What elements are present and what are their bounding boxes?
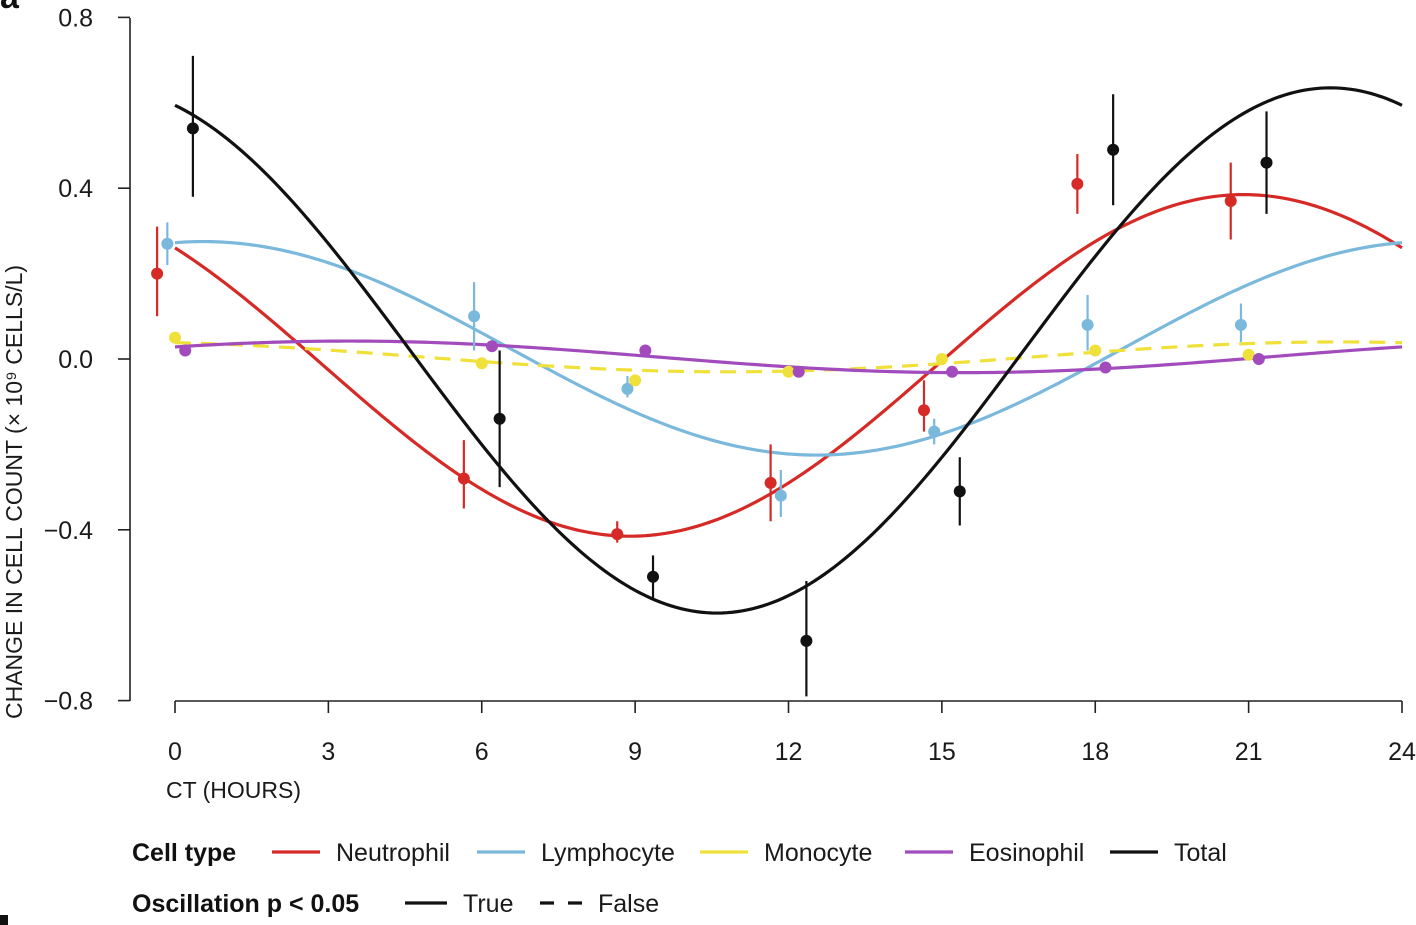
data-point-neutrophil: [151, 267, 164, 280]
data-point-lymphocyte: [928, 425, 941, 438]
data-point-lymphocyte: [1081, 318, 1094, 331]
data-point-total: [186, 122, 199, 135]
data-point-total: [953, 485, 966, 498]
data-point-monocyte: [1242, 348, 1255, 361]
fit-curve-monocyte: [174, 340, 1403, 374]
data-point-eosinophil: [639, 344, 652, 357]
x-tick-label: 24: [1388, 738, 1416, 766]
y-tick-label: 0.0: [58, 346, 93, 374]
data-point-total: [493, 412, 506, 425]
fit-curves: [174, 86, 1403, 615]
data-point-total: [647, 570, 660, 583]
data-point-neutrophil: [611, 528, 624, 541]
x-tick-label: 18: [1081, 738, 1109, 766]
legend-label-true: True: [463, 890, 513, 918]
data-point-total: [1107, 143, 1120, 156]
data-point-lymphocyte: [1234, 318, 1247, 331]
x-tick-label: 15: [928, 738, 956, 766]
y-tick-label: −0.4: [44, 517, 93, 545]
data-point-lymphocyte: [621, 382, 634, 395]
data-point-neutrophil: [1224, 195, 1237, 208]
legend-oscillation: True False: [405, 890, 659, 918]
data-point-total: [1260, 156, 1273, 169]
data-point-eosinophil: [946, 365, 959, 378]
data-point-neutrophil: [917, 404, 930, 417]
x-tick-label: 6: [475, 738, 489, 766]
legend-label-neutrophil: Neutrophil: [336, 839, 450, 867]
panel-b-marker: [0, 915, 8, 925]
legend-label-total: Total: [1174, 839, 1227, 867]
x-axis: 0 3 6 9 12 15 18 21 24 CT (HOURS): [166, 700, 1416, 803]
legend-label-monocyte: Monocyte: [764, 839, 872, 867]
x-tick-label: 12: [775, 738, 803, 766]
legend-title-oscillation: Oscillation p < 0.05: [132, 890, 359, 918]
fit-curve-lymphocyte: [174, 239, 1403, 457]
y-axis-title: CHANGE IN CELL COUNT (× 10⁹ CELLS/L): [1, 265, 27, 719]
legend-cell-types: Neutrophil Lymphocyte Monocyte Eosinophil To…: [272, 839, 1227, 867]
fit-curve-neutrophil: [174, 192, 1403, 538]
x-tick-label: 9: [628, 738, 642, 766]
data-point-eosinophil: [1099, 361, 1112, 374]
data-point-eosinophil: [1252, 353, 1265, 365]
data-point-neutrophil: [457, 472, 470, 485]
x-tick-label: 3: [321, 738, 335, 766]
data-point-lymphocyte: [161, 237, 174, 250]
data-point-monocyte: [629, 374, 642, 387]
x-ticks: 0 3 6 9 12 15 18 21 24: [168, 701, 1416, 766]
y-tick-label: 0.4: [58, 175, 93, 203]
data-point-lymphocyte: [468, 310, 481, 323]
x-tick-label: 0: [168, 738, 182, 766]
data-point-eosinophil: [792, 365, 805, 378]
data-point-lymphocyte: [774, 489, 787, 502]
data-point-total: [800, 634, 813, 647]
legend-title-cell-type: Cell type: [132, 839, 236, 867]
data-point-neutrophil: [1071, 177, 1084, 190]
legend: Cell type Oscillation p < 0.05 Neutrophi…: [132, 839, 1227, 918]
data-point-monocyte: [782, 365, 795, 378]
legend-label-lymphocyte: Lymphocyte: [541, 839, 675, 867]
legend-label-false: False: [598, 890, 659, 918]
fit-curve-total: [174, 86, 1403, 615]
data-point-eosinophil: [485, 340, 498, 353]
y-ticks: 0.8 0.4 0.0 −0.4 −0.8: [44, 4, 130, 716]
panel-label: a: [0, 0, 20, 16]
data-point-monocyte: [169, 331, 181, 344]
legend-label-eosinophil: Eosinophil: [969, 839, 1084, 867]
data-point-monocyte: [475, 357, 488, 370]
data-point-monocyte: [935, 353, 948, 365]
data-point-eosinophil: [179, 344, 192, 357]
data-point-monocyte: [1089, 344, 1102, 357]
y-tick-label: −0.8: [44, 688, 93, 716]
y-tick-label: 0.8: [58, 4, 93, 32]
x-axis-title: CT (HOURS): [166, 777, 301, 803]
data-point-neutrophil: [764, 476, 777, 489]
y-axis: 0.8 0.4 0.0 −0.4 −0.8 CHANGE IN CELL COUNT (…: [1, 4, 131, 719]
x-tick-label: 21: [1235, 738, 1263, 766]
data-points: [151, 55, 1273, 697]
